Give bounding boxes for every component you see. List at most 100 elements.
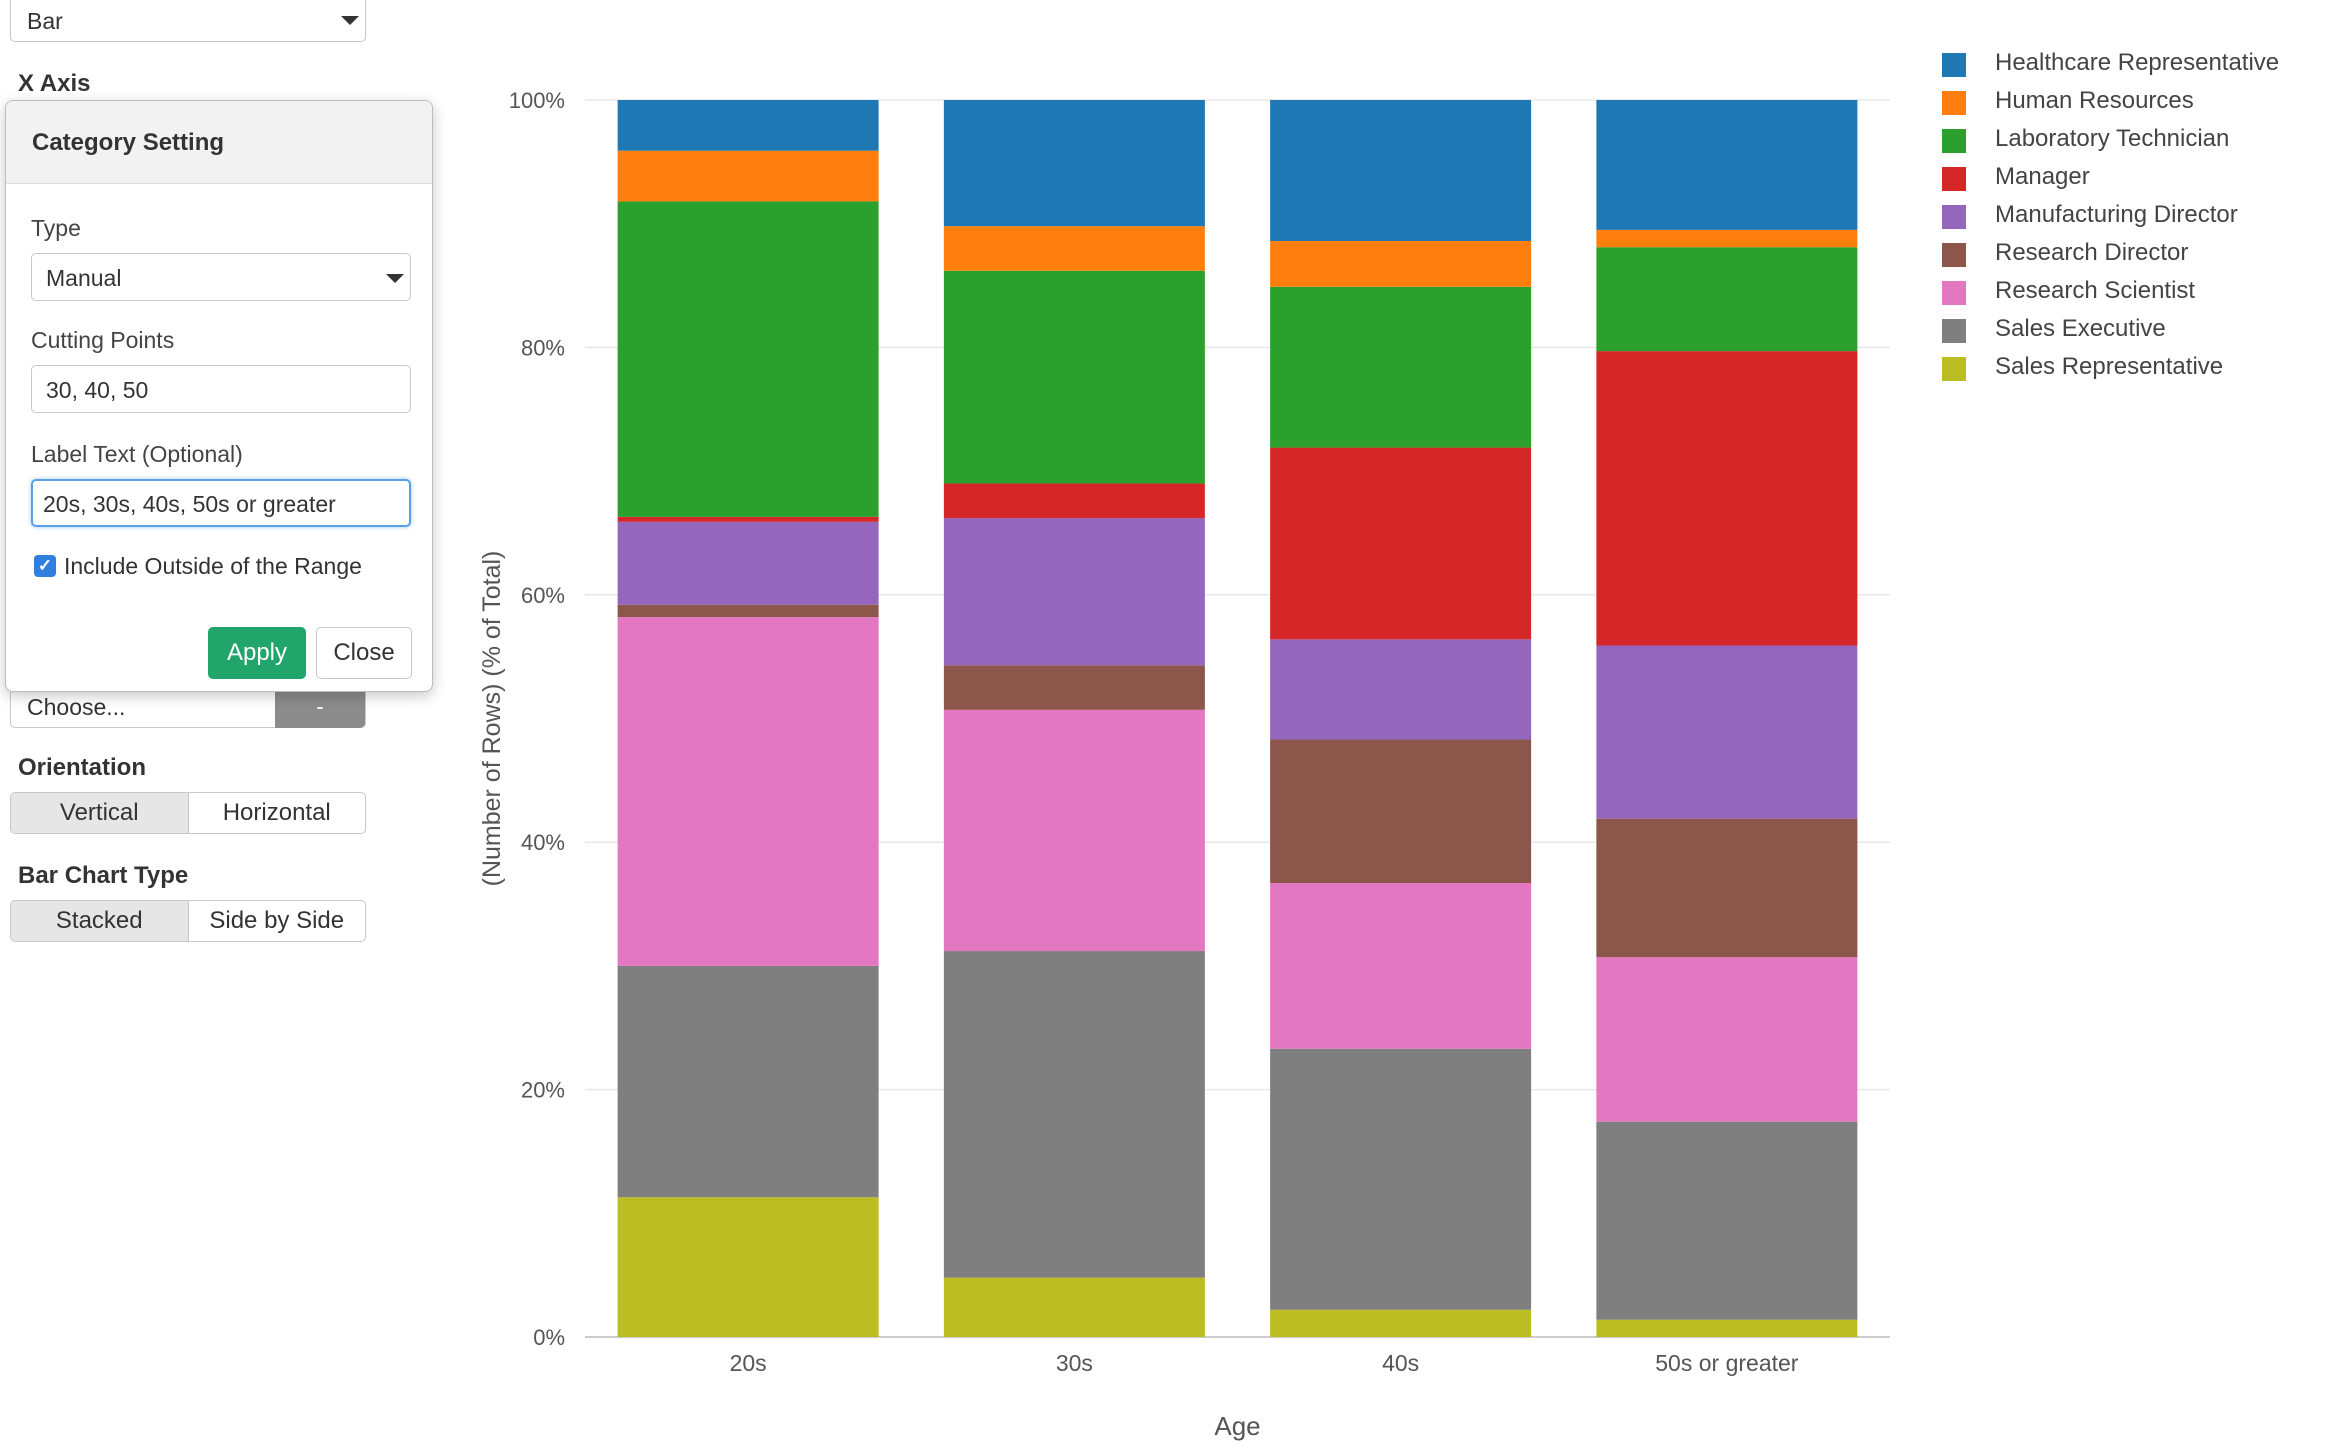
- orientation-toggle: Vertical Horizontal: [10, 792, 366, 834]
- y-tick-label: 60%: [521, 583, 565, 608]
- bar-chart-type-label: Bar Chart Type: [18, 862, 189, 889]
- popover-header: Category Setting: [6, 101, 432, 184]
- bar-segment: [617, 965, 879, 1198]
- bar-segment: [1270, 1309, 1532, 1337]
- legend-label: Human Resources: [1995, 87, 2194, 114]
- side-by-side-button[interactable]: Side by Side: [209, 907, 345, 934]
- chart-type-select[interactable]: Bar: [10, 0, 366, 42]
- cutting-points-input[interactable]: 30, 40, 50: [31, 365, 411, 413]
- bar-segment: [617, 1197, 879, 1337]
- y-tick-label: 100%: [509, 88, 565, 113]
- orientation-vertical-button[interactable]: Vertical: [11, 793, 189, 833]
- x-tick-label: 30s: [1056, 1350, 1093, 1376]
- legend-label: Manager: [1995, 163, 2090, 190]
- legend-item[interactable]: Healthcare Representative: [1942, 49, 2322, 79]
- legend-item[interactable]: Sales Executive: [1942, 315, 2322, 345]
- x-tick-label: 40s: [1382, 1350, 1419, 1376]
- bar-segment: [617, 521, 879, 605]
- bar-segment: [943, 665, 1205, 710]
- legend-swatch: [1942, 357, 1966, 381]
- bar-segment: [1270, 100, 1532, 242]
- apply-button[interactable]: Apply: [208, 627, 306, 679]
- bar-segment: [617, 617, 879, 966]
- legend-item[interactable]: Laboratory Technician: [1942, 125, 2322, 155]
- bar-segment: [1596, 818, 1858, 958]
- bar-segment: [1596, 247, 1858, 352]
- bar-segment: [1270, 447, 1532, 640]
- bar-segment: [1270, 1048, 1532, 1310]
- type-label: Type: [31, 215, 81, 241]
- bar-segment: [1596, 229, 1858, 248]
- legend-swatch: [1942, 319, 1966, 343]
- type-select-value: Manual: [46, 265, 122, 291]
- bar-segment: [617, 604, 879, 618]
- bar-segment: [943, 709, 1205, 952]
- stacked-button[interactable]: Stacked: [11, 901, 189, 941]
- category-setting-popover: Category Setting Type Manual Cutting Poi…: [5, 100, 433, 692]
- label-text-value: 20s, 30s, 40s, 50s or greater: [43, 491, 336, 517]
- bar-segment: [1596, 645, 1858, 819]
- legend-swatch: [1942, 243, 1966, 267]
- legend-label: Sales Representative: [1995, 353, 2224, 380]
- bar-segment: [1270, 241, 1532, 287]
- cutting-points-value: 30, 40, 50: [46, 377, 149, 403]
- x-axis-field-select[interactable]: Choose... -: [10, 686, 366, 728]
- bar-segment: [943, 518, 1205, 666]
- bar-segment: [1596, 100, 1858, 230]
- stacked-bar-chart: 0% 20% 40% 60% 80% 100% 20s 30s 40s 50s or greate…: [478, 88, 1890, 1441]
- bar-segment: [943, 100, 1205, 227]
- bar-segment: [943, 951, 1205, 1278]
- bar-segment: [943, 226, 1205, 271]
- legend-swatch: [1942, 91, 1966, 115]
- chart-type-select-value: Bar: [27, 8, 63, 34]
- legend-item[interactable]: Human Resources: [1942, 87, 2322, 117]
- include-outside-checkbox[interactable]: ✓: [34, 555, 56, 577]
- x-tick-label: 50s or greater: [1655, 1350, 1799, 1376]
- legend-item[interactable]: Sales Representative: [1942, 353, 2322, 383]
- legend-item[interactable]: Research Director: [1942, 239, 2322, 269]
- legend-label: Research Director: [1995, 239, 2189, 266]
- bar-segment: [1596, 351, 1858, 646]
- legend-label: Laboratory Technician: [1995, 125, 2230, 152]
- bar-segment: [1270, 739, 1532, 884]
- label-text-input[interactable]: 20s, 30s, 40s, 50s or greater: [31, 479, 411, 527]
- legend-swatch: [1942, 53, 1966, 77]
- cutting-points-label: Cutting Points: [31, 327, 175, 353]
- x-axis-title: Age: [1214, 1411, 1260, 1441]
- bar-segment: [617, 201, 879, 517]
- bar-segment: [1596, 957, 1858, 1122]
- bar-segment: [1270, 286, 1532, 448]
- popover-title: Category Setting: [32, 129, 225, 156]
- bar-segment: [1596, 1121, 1858, 1320]
- bar-segment: [1270, 883, 1532, 1049]
- include-outside-label: Include Outside of the Range: [64, 553, 362, 579]
- bar-chart-type-toggle: Stacked Side by Side: [10, 900, 366, 942]
- type-select[interactable]: Manual: [31, 253, 411, 301]
- y-tick-label: 40%: [521, 830, 565, 855]
- choose-placeholder: Choose...: [27, 694, 126, 720]
- bar-segment: [943, 483, 1205, 519]
- remove-field-button[interactable]: -: [275, 686, 365, 728]
- y-axis-title: (Number of Rows) (% of Total): [478, 551, 506, 887]
- legend-item[interactable]: Manufacturing Director: [1942, 201, 2322, 231]
- legend-swatch: [1942, 205, 1966, 229]
- y-tick-label: 20%: [521, 1078, 565, 1103]
- orientation-horizontal-button[interactable]: Horizontal: [222, 799, 331, 826]
- chevron-down-icon: [386, 274, 404, 283]
- bar-segment: [943, 270, 1205, 484]
- bar-segment: [617, 150, 879, 202]
- legend-item[interactable]: Manager: [1942, 163, 2322, 193]
- y-tick-label: 0%: [533, 1325, 565, 1350]
- x-tick-label: 20s: [730, 1350, 767, 1376]
- legend-label: Manufacturing Director: [1995, 201, 2238, 228]
- bar-segment: [943, 1277, 1205, 1337]
- close-button[interactable]: Close: [316, 627, 412, 679]
- legend-label: Research Scientist: [1995, 277, 2196, 304]
- legend-label: Healthcare Representative: [1995, 49, 2280, 76]
- bar-segment: [1596, 1319, 1858, 1337]
- orientation-label: Orientation: [18, 754, 147, 781]
- legend-item[interactable]: Research Scientist: [1942, 277, 2322, 307]
- label-text-label: Label Text (Optional): [31, 441, 243, 467]
- chevron-down-icon: [341, 16, 359, 25]
- legend-label: Sales Executive: [1995, 315, 2166, 342]
